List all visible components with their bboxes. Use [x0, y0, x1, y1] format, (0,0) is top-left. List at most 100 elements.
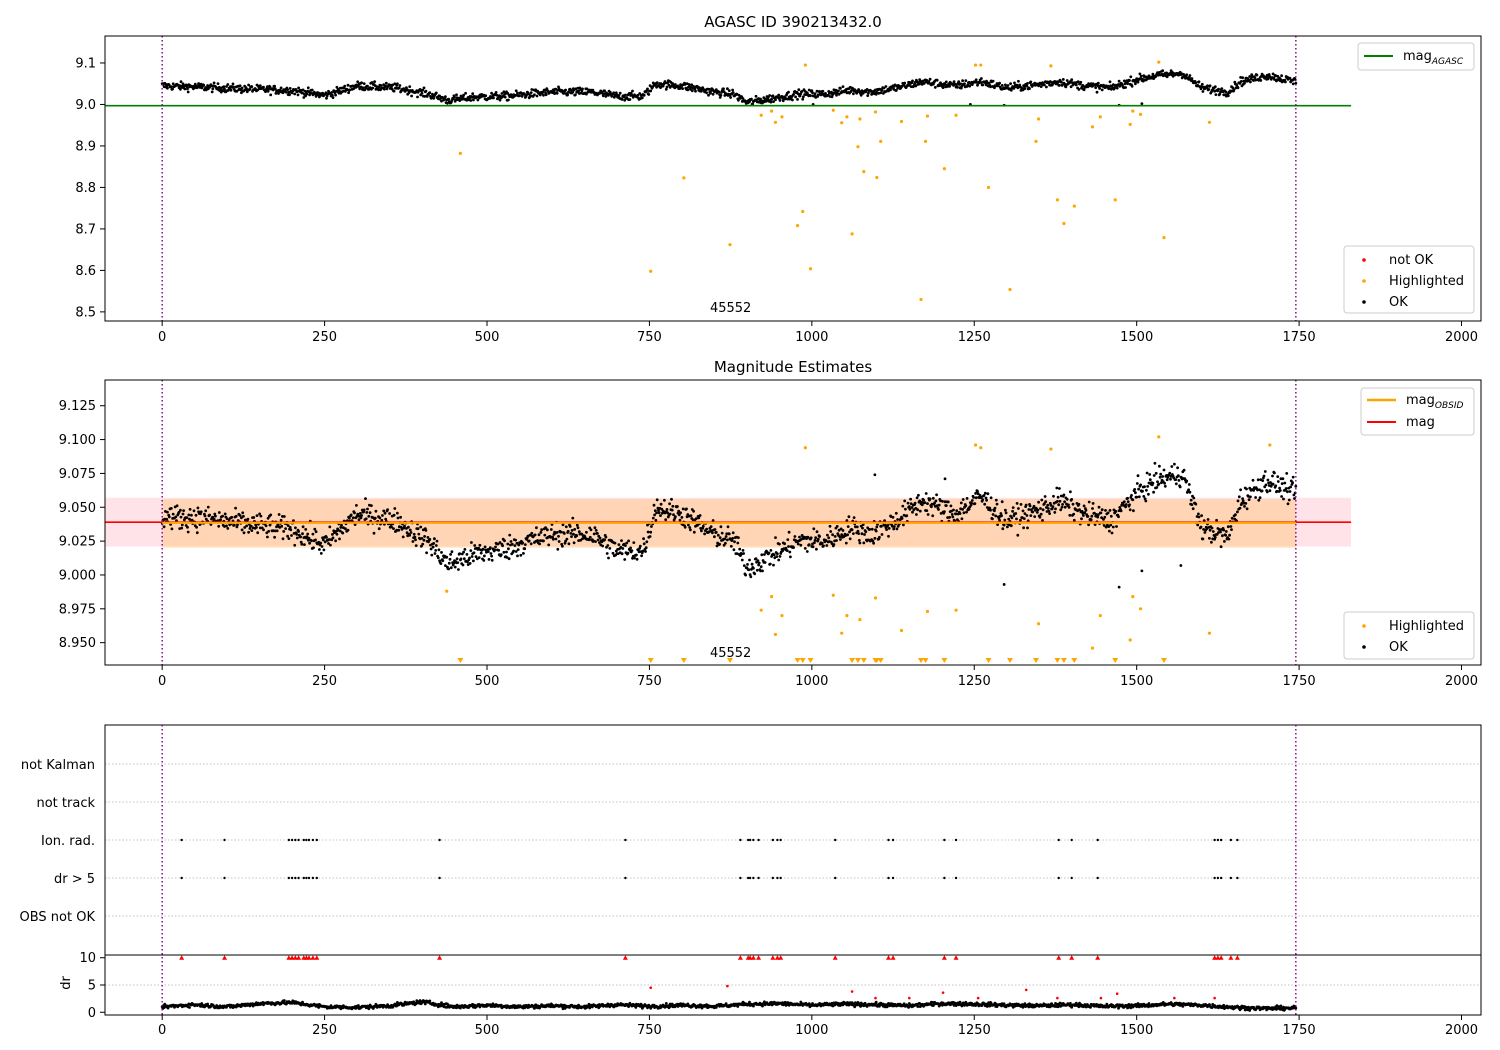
ok-point [994, 514, 998, 518]
ok-point [481, 547, 485, 551]
ok-point [470, 555, 474, 558]
ok-point [787, 545, 790, 548]
ok-point [462, 557, 466, 561]
ok-point [1278, 489, 1282, 492]
ok-point [913, 501, 917, 505]
ok-point [360, 81, 363, 85]
ok-point [428, 538, 432, 541]
ok-point [839, 538, 842, 541]
ok-point [227, 88, 230, 92]
ok-point [581, 87, 584, 91]
ok-point [904, 507, 907, 511]
ok-point [289, 528, 293, 532]
ok-point [855, 525, 859, 529]
ok-point [331, 536, 335, 540]
ok-point [1026, 82, 1029, 85]
ok-point [646, 87, 649, 91]
ok-point [620, 98, 624, 101]
ok-point [844, 541, 848, 545]
flag-point [302, 876, 305, 880]
ok-point [383, 87, 386, 91]
ok-point [1154, 471, 1158, 475]
ok-point [269, 93, 273, 97]
ok-point [1143, 497, 1147, 501]
ok-point [965, 510, 968, 514]
ok-points [160, 69, 1298, 107]
ok-point [961, 508, 964, 511]
ok-point [922, 82, 926, 85]
ok-point [737, 536, 740, 539]
below-axis-marker [1071, 658, 1078, 663]
ok-point [774, 536, 777, 539]
ok-point [1021, 509, 1025, 513]
panel-agasc-plot-area [105, 36, 1352, 321]
ok-point [1211, 530, 1215, 533]
ok-point [1268, 489, 1272, 493]
ok-point [821, 89, 825, 93]
ok-point [1190, 77, 1194, 80]
ok-point [1015, 83, 1019, 87]
ok-point [198, 523, 202, 526]
flag-point [943, 876, 946, 880]
ok-point [811, 91, 814, 95]
ok-point [920, 500, 923, 504]
ok-point [1096, 513, 1100, 517]
highlighted-point [1098, 613, 1102, 618]
ok-point [725, 532, 729, 536]
ok-point [950, 513, 954, 516]
ok-point [509, 540, 513, 543]
ok-point [837, 528, 841, 532]
ok-point [429, 547, 433, 551]
ok-point [226, 527, 230, 530]
ok-point [465, 553, 469, 556]
ok-point [1025, 84, 1029, 88]
ok-point [707, 93, 710, 97]
ok-point [499, 553, 503, 557]
flag-point [834, 876, 837, 880]
ok-point [690, 89, 694, 93]
ok-point [419, 525, 423, 529]
flag-row-label-not-track: not track [36, 796, 95, 811]
ok-point [796, 92, 800, 96]
ok-point [1236, 499, 1240, 503]
ok-point [970, 502, 974, 505]
ok-point [472, 98, 475, 102]
ok-point [946, 500, 950, 504]
ok-point [651, 516, 655, 520]
below-axis-marker [1054, 658, 1061, 663]
ok-point [294, 526, 297, 530]
below-axis-marker [1112, 658, 1119, 663]
ok-point [349, 513, 353, 517]
highlighted-point [1138, 112, 1143, 117]
ok-point [914, 84, 918, 88]
ok-point [1162, 468, 1166, 472]
highlighted-point [780, 115, 784, 119]
ok-point [772, 553, 776, 557]
ok-point [813, 92, 817, 96]
ok-point [478, 543, 482, 547]
ok-point [242, 531, 246, 535]
ok-point [295, 533, 299, 536]
ok-point [489, 552, 493, 555]
ok-point [1256, 478, 1260, 482]
ok-point [240, 528, 244, 532]
below-axis-marker [1160, 658, 1167, 663]
ok-point [783, 542, 786, 546]
ok-point [726, 87, 729, 91]
ok-point [1130, 494, 1133, 497]
ok-point [603, 89, 606, 93]
ok-point [700, 529, 703, 533]
ok-point [750, 562, 754, 566]
ok-point [857, 539, 861, 542]
highlighted-point [979, 63, 983, 67]
ok-point [606, 544, 610, 547]
ok-point [770, 97, 773, 101]
ok-point [830, 95, 834, 99]
ok-point [328, 525, 332, 529]
ok-point [463, 548, 467, 551]
ok-point [338, 529, 342, 533]
panel-agasc-legend-lines: magAGASC [1357, 42, 1475, 71]
ok-point [1024, 503, 1028, 507]
ok-point [341, 531, 345, 535]
ok-point [1196, 84, 1200, 87]
